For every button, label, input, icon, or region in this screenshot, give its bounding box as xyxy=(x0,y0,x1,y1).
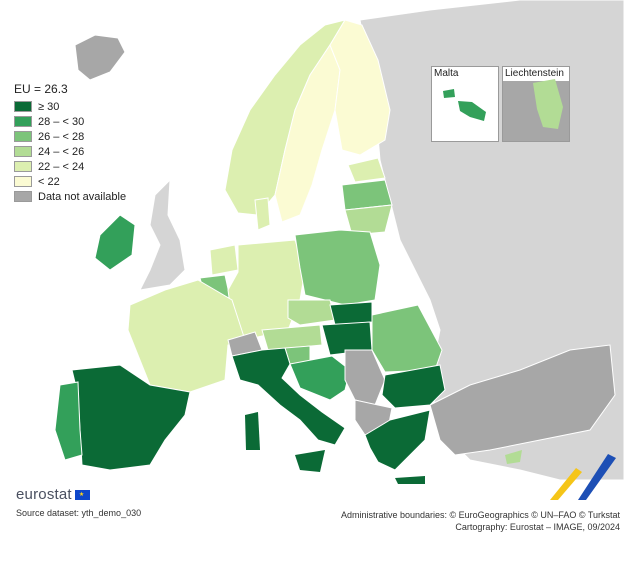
malta-gozo-island xyxy=(443,89,455,98)
legend-swatch xyxy=(14,101,32,112)
legend-item: 24 – < 26 xyxy=(14,144,126,159)
legend-item: 22 – < 24 xyxy=(14,159,126,174)
country-finland xyxy=(329,19,391,156)
legend-swatch xyxy=(14,191,32,202)
legend-item: Data not available xyxy=(14,189,126,204)
legend-label: 24 – < 26 xyxy=(38,145,85,158)
inset-liechtenstein-label: Liechtenstein xyxy=(505,68,564,79)
inset-malta: Malta xyxy=(431,66,499,142)
legend-label: < 22 xyxy=(38,175,60,188)
legend-label: 22 – < 24 xyxy=(38,160,85,173)
legend-item: 28 – < 30 xyxy=(14,114,126,129)
country-france xyxy=(127,279,246,393)
inset-liechtenstein: Liechtenstein xyxy=(502,66,570,142)
eu-flag-icon: ★ xyxy=(74,489,90,500)
country-cyprus xyxy=(505,450,522,464)
legend-item: 26 – < 28 xyxy=(14,129,126,144)
country-italy-sardinia xyxy=(245,412,260,450)
legend-list: ≥ 30 28 – < 30 26 – < 28 24 – < 26 22 – < 24… xyxy=(14,99,126,204)
country-italy xyxy=(231,347,346,446)
legend-label: Data not available xyxy=(38,190,127,203)
country-bulgaria xyxy=(381,364,446,409)
country-estonia xyxy=(347,157,386,183)
legend-swatch xyxy=(14,146,32,157)
country-austria xyxy=(261,324,323,351)
country-netherlands xyxy=(209,244,239,276)
legend-label: 26 – < 28 xyxy=(38,130,85,143)
credit-line-1: Administrative boundaries: © EuroGeograp… xyxy=(340,510,620,520)
country-poland xyxy=(294,229,381,306)
inset-malta-label: Malta xyxy=(434,68,459,79)
country-uk xyxy=(139,178,186,291)
country-greece xyxy=(364,409,431,471)
map-credits: Administrative boundaries: © EuroGeograp… xyxy=(341,509,620,533)
country-turkey xyxy=(429,344,616,456)
legend-swatch xyxy=(14,161,32,172)
country-czechia xyxy=(287,299,336,326)
legend-swatch xyxy=(14,116,32,127)
eurostat-logo-text: eurostat xyxy=(16,486,72,503)
country-croatia xyxy=(289,355,351,401)
country-greece-crete xyxy=(395,476,425,484)
legend-label: ≥ 30 xyxy=(38,100,60,113)
legend-item: < 22 xyxy=(14,174,126,189)
country-ireland xyxy=(94,214,136,271)
legend-title: EU = 26.3 xyxy=(14,82,68,96)
country-iceland xyxy=(74,34,126,81)
country-denmark xyxy=(254,197,271,231)
map-legend: EU = 26.3 ≥ 30 28 – < 30 26 – < 28 24 – < 2… xyxy=(14,82,126,204)
malta-main-island xyxy=(458,101,486,121)
inset-liechtenstein-map xyxy=(503,79,569,141)
inset-malta-map xyxy=(443,89,486,121)
image-logo-icon xyxy=(550,454,616,500)
liechtenstein-shape xyxy=(533,79,563,129)
country-slovakia xyxy=(329,301,373,326)
eurostat-logo: eurostat ★ xyxy=(16,486,90,503)
source-dataset: Source dataset: yth_demo_030 xyxy=(16,508,142,518)
legend-item: ≥ 30 xyxy=(14,99,126,114)
country-portugal xyxy=(54,381,83,461)
country-lithuania xyxy=(344,204,393,236)
legend-label: 28 – < 30 xyxy=(38,115,85,128)
legend-swatch xyxy=(14,176,32,187)
country-italy-sicily xyxy=(295,450,325,472)
credit-line-2: Cartography: Eurostat – IMAGE, 09/2024 xyxy=(455,522,620,532)
legend-swatch xyxy=(14,131,32,142)
